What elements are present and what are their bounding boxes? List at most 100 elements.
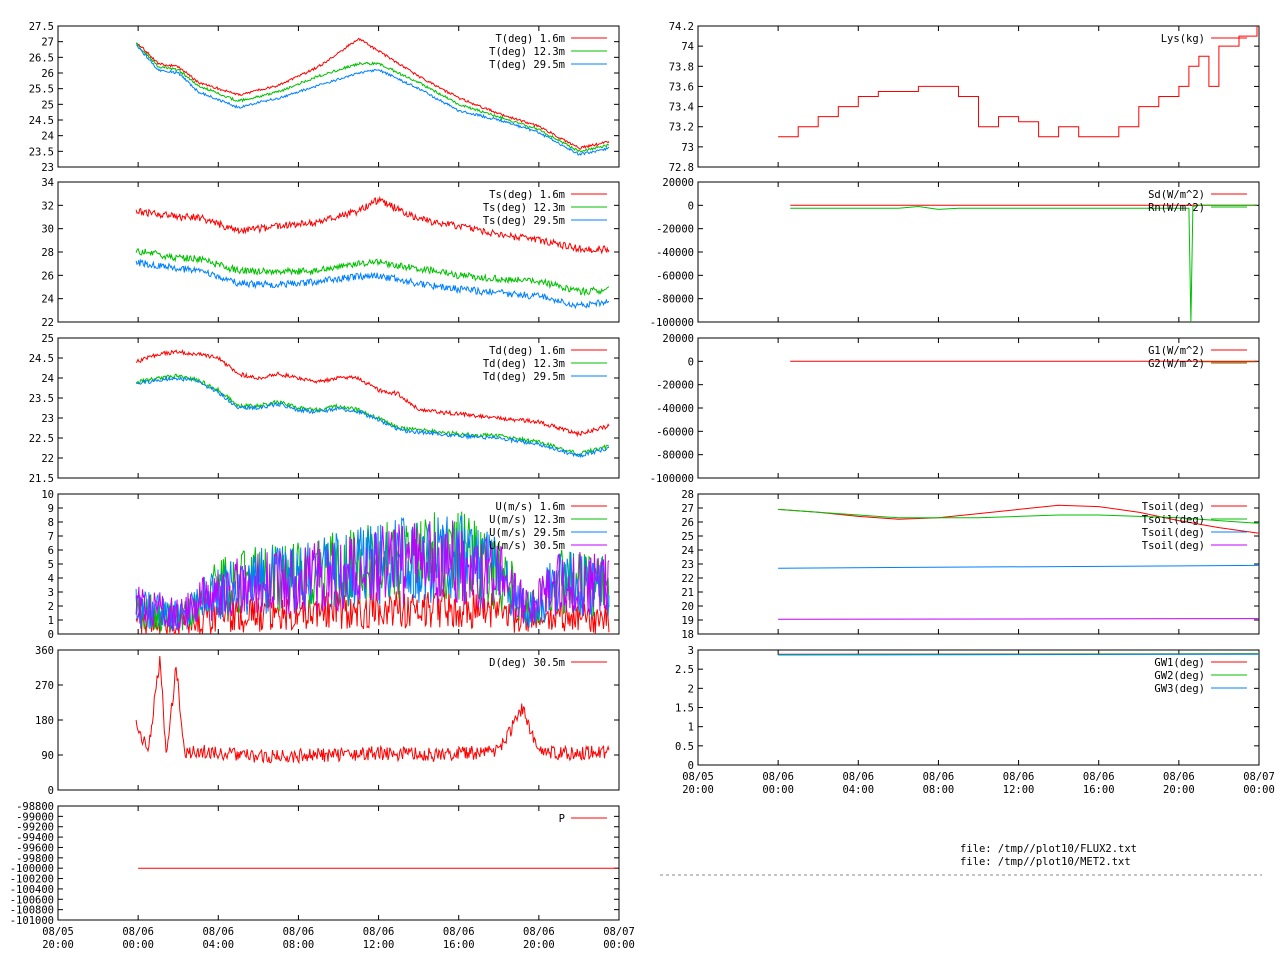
y-tick-label: 180	[35, 715, 54, 727]
y-tick-label: 26	[681, 517, 694, 529]
y-tick-label: 23.5	[29, 146, 54, 158]
legend-label: U(m/s) 12.3m	[489, 514, 565, 526]
y-tick-label: 18	[681, 629, 694, 641]
legend-label: G2(W/m^2)	[1148, 358, 1205, 370]
y-tick-label: 27	[681, 503, 694, 515]
legend-label: Td(deg) 1.6m	[489, 345, 565, 357]
x-tick-label-time: 20:00	[1163, 784, 1195, 796]
x-tick-label-date: 08/06	[363, 926, 395, 938]
y-tick-label: 90	[41, 750, 54, 762]
y-tick-label: 24	[41, 294, 54, 306]
legend-label: Sd(W/m^2)	[1148, 189, 1205, 201]
legend-label: Rn(W/m^2)	[1148, 202, 1205, 214]
x-tick-label-time: 04:00	[842, 784, 874, 796]
y-tick-label: 73.4	[669, 102, 694, 114]
y-tick-label: -99800	[16, 853, 54, 865]
y-tick-label: -100000	[10, 863, 54, 875]
y-tick-label: 28	[681, 489, 694, 501]
x-tick-label-date: 08/07	[603, 926, 635, 938]
y-tick-label: 2	[688, 683, 694, 695]
y-tick-label: -100600	[10, 894, 54, 906]
x-tick-label-date: 08/06	[283, 926, 315, 938]
footer-file2: file: /tmp//plot10/MET2.txt	[960, 856, 1131, 868]
legend-label: GW3(deg)	[1154, 683, 1205, 695]
y-tick-label: -100000	[650, 317, 694, 329]
legend-label: P	[559, 813, 565, 825]
legend-label: U(m/s) 1.6m	[495, 501, 565, 513]
y-tick-label: 0.5	[675, 741, 694, 753]
y-tick-label: 8	[48, 517, 54, 529]
x-tick-label-time: 20:00	[42, 939, 74, 951]
x-tick-label-date: 08/06	[443, 926, 475, 938]
legend-label: T(deg) 12.3m	[489, 46, 565, 58]
y-tick-label: 20	[681, 601, 694, 613]
legend-label: GW2(deg)	[1154, 670, 1205, 682]
x-tick-label-time: 00:00	[1243, 784, 1275, 796]
y-tick-label: 34	[41, 177, 54, 189]
x-tick-label-date: 08/06	[202, 926, 234, 938]
x-tick-label-date: 08/06	[1163, 771, 1195, 783]
legend-label: T(deg) 29.5m	[489, 59, 565, 71]
series-line-Ts-1	[136, 249, 609, 295]
series-line-Td-2	[136, 377, 609, 457]
legend-label: Tsoil(deg)	[1142, 540, 1205, 552]
y-tick-label: -100000	[650, 473, 694, 485]
legend-label: U(m/s) 29.5m	[489, 527, 565, 539]
y-tick-label: -80000	[656, 450, 694, 462]
y-tick-label: -99200	[16, 822, 54, 834]
x-tick-label-time: 04:00	[202, 939, 234, 951]
legend-label: Tsoil(deg)	[1142, 527, 1205, 539]
chart-G: -100000-80000-60000-40000-20000020000G1(…	[650, 333, 1259, 485]
y-tick-label: 6	[48, 545, 54, 557]
y-tick-label: 72.8	[669, 162, 694, 174]
legend-label: Lys(kg)	[1161, 33, 1205, 45]
y-tick-label: 26	[41, 270, 54, 282]
y-tick-label: 73	[681, 142, 694, 154]
y-tick-label: 0	[688, 200, 694, 212]
x-tick-label-time: 20:00	[682, 784, 714, 796]
chart-GW: 00.511.522.5308/0520:0008/0600:0008/0604…	[675, 645, 1275, 796]
legend-label: U(m/s) 30.5m	[489, 540, 565, 552]
y-tick-label: 2.5	[675, 664, 694, 676]
y-tick-label: 2	[48, 601, 54, 613]
x-tick-label-date: 08/06	[1003, 771, 1035, 783]
y-tick-label: 25	[681, 531, 694, 543]
y-tick-label: 0	[48, 629, 54, 641]
y-tick-label: 0	[688, 356, 694, 368]
y-tick-label: 10	[41, 489, 54, 501]
y-tick-label: -40000	[656, 403, 694, 415]
y-tick-label: 24	[41, 131, 54, 143]
legend-label: Ts(deg) 12.3m	[483, 202, 565, 214]
y-tick-label: 74	[681, 41, 694, 53]
y-tick-label: 23	[41, 162, 54, 174]
y-tick-label: 24.5	[29, 353, 54, 365]
y-tick-label: 21	[681, 587, 694, 599]
y-tick-label: 19	[681, 615, 694, 627]
y-tick-label: 27.5	[29, 21, 54, 33]
y-tick-label: -99400	[16, 832, 54, 844]
y-tick-label: 3	[688, 645, 694, 657]
y-tick-label: 3	[48, 587, 54, 599]
plot-frame	[58, 806, 619, 920]
series-line-Tsoil-3	[778, 619, 1259, 620]
x-tick-label-date: 08/05	[682, 771, 714, 783]
chart-Sd: -100000-80000-60000-40000-20000020000Sd(…	[650, 177, 1259, 329]
y-tick-label: 23.5	[29, 393, 54, 405]
x-tick-label-date: 08/07	[1243, 771, 1275, 783]
y-tick-label: -98800	[16, 801, 54, 813]
y-tick-label: 270	[35, 680, 54, 692]
series-line-D-0	[136, 656, 609, 763]
y-tick-label: 23	[681, 559, 694, 571]
legend-label: G1(W/m^2)	[1148, 345, 1205, 357]
y-tick-label: 25	[41, 333, 54, 345]
chart-P: -101000-100800-100600-100400-100200-1000…	[10, 801, 635, 951]
x-tick-label-time: 00:00	[762, 784, 794, 796]
y-tick-label: 22	[41, 317, 54, 329]
y-tick-label: -99000	[16, 811, 54, 823]
legend-label: Ts(deg) 1.6m	[489, 189, 565, 201]
legend-label: Tsoil(deg)	[1142, 514, 1205, 526]
